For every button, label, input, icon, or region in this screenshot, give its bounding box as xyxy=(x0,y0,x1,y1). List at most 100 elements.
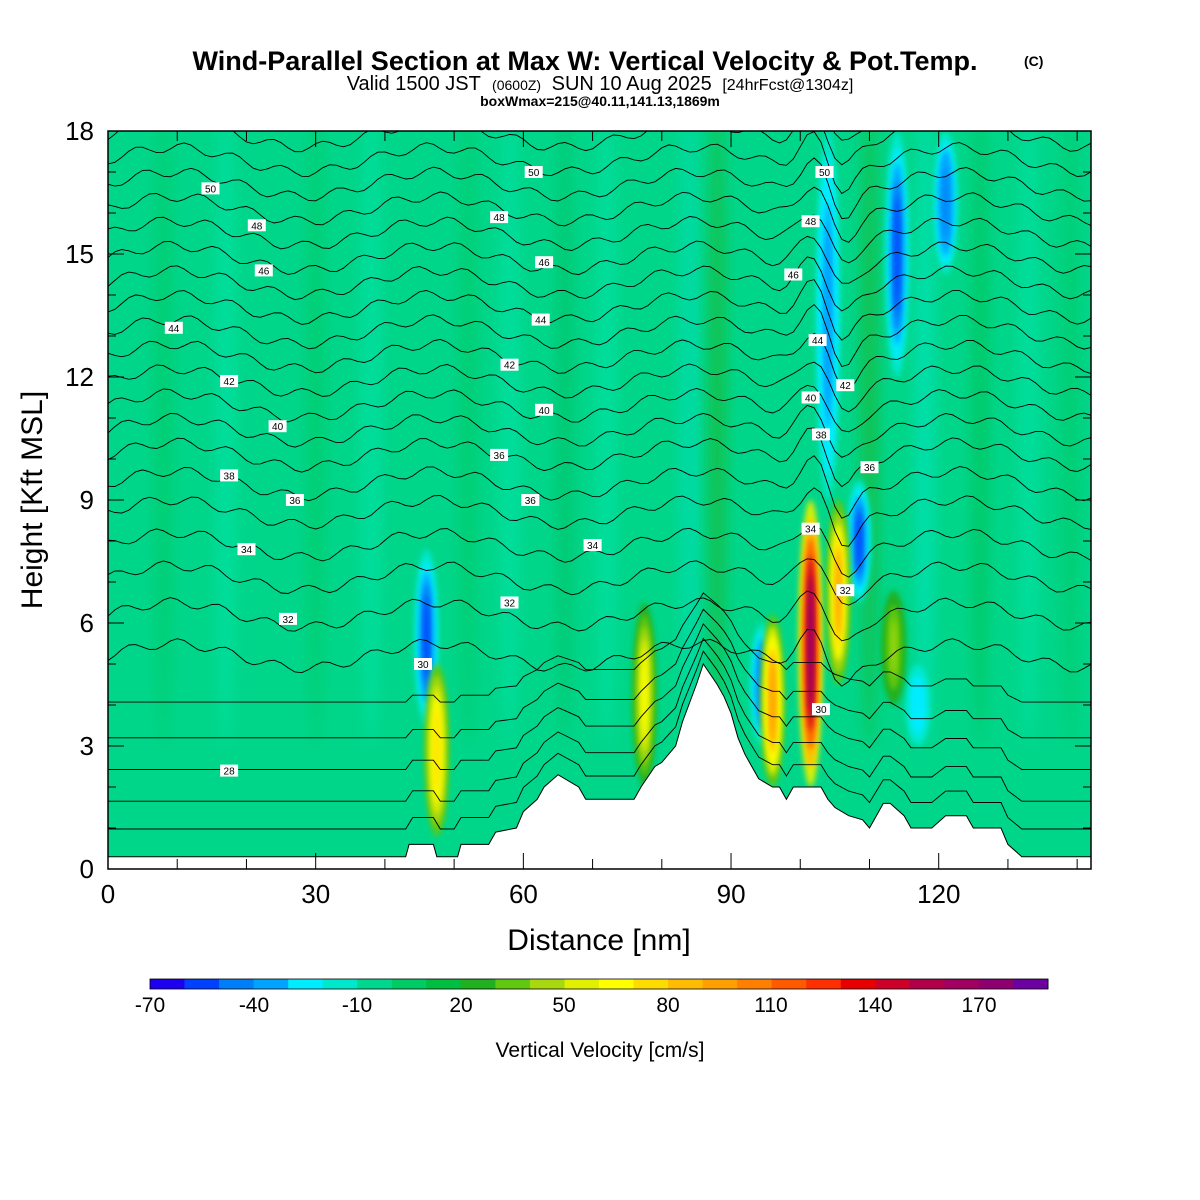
zulu-time: (0600Z) xyxy=(492,77,541,93)
isentrope-label: 42 xyxy=(220,375,239,388)
isentrope-label: 28 xyxy=(220,764,239,778)
isentrope-label-box xyxy=(531,313,550,326)
background-streak xyxy=(458,131,477,748)
colorbar-swatch xyxy=(529,979,565,989)
isentrope-label-text: 28 xyxy=(224,767,236,778)
isentrope-label: 46 xyxy=(535,256,554,269)
colorbar-tick-label: 110 xyxy=(754,994,787,1017)
forecast-info: [24hrFcst@1304z] xyxy=(722,77,853,94)
isentrope-label-box xyxy=(220,764,239,777)
isentrope-line xyxy=(108,256,1091,312)
y-tick-labels: 0 3 6 9 12 15 18 xyxy=(65,116,94,884)
colorbar-swatch xyxy=(288,979,324,989)
isentrope-label-box xyxy=(164,321,183,334)
colorbar-swatch xyxy=(944,979,980,989)
isentrope-line xyxy=(108,623,1091,770)
isentrope-line xyxy=(108,455,1091,519)
isentrope-label: 30 xyxy=(812,703,830,716)
isentrope-line xyxy=(108,427,1091,488)
isentropes xyxy=(108,131,1091,830)
copyright-mark: (C) xyxy=(1024,53,1043,69)
colorbar-tick-label: -70 xyxy=(135,994,165,1017)
isentrope-line xyxy=(108,558,1091,606)
downdraft-core xyxy=(894,194,900,314)
isentrope-line xyxy=(108,131,1091,166)
colorbar-tick-label: 50 xyxy=(552,994,575,1017)
colorbar-swatch xyxy=(771,979,807,989)
colorbar-swatch xyxy=(1013,979,1049,989)
isentrope-label-text: 36 xyxy=(289,496,301,507)
isentrope-label-box xyxy=(268,420,287,433)
colorbar-swatch xyxy=(391,979,427,989)
background-streak xyxy=(597,131,616,748)
colorbar-tick-label: -10 xyxy=(342,994,372,1017)
isentrope-label-text: 46 xyxy=(539,258,551,269)
isentrope-label-box xyxy=(815,166,834,178)
isentrope-label-text: 30 xyxy=(417,660,429,671)
isentrope-label-text: 48 xyxy=(251,221,263,232)
isentrope-label: 36 xyxy=(285,494,304,507)
colorbar-tick-label: 140 xyxy=(857,994,892,1017)
isentrope-label-text: 34 xyxy=(587,541,599,552)
colorbar-swatch xyxy=(633,979,669,989)
isentrope-label: 38 xyxy=(812,428,830,441)
y-tick-label: 9 xyxy=(80,485,94,515)
isentrope-label-box xyxy=(500,596,519,609)
isentrope-label: 34 xyxy=(583,539,602,552)
background-streak xyxy=(500,131,519,748)
isentrope-label: 36 xyxy=(860,461,879,474)
isentrope-label-text: 36 xyxy=(494,451,506,462)
y-tick-label: 6 xyxy=(80,608,94,638)
colorbar-tick-label: 170 xyxy=(961,994,996,1017)
isentrope-line xyxy=(108,303,1091,368)
isentrope-label-text: 42 xyxy=(840,381,852,392)
isentrope-label: 42 xyxy=(500,358,519,372)
isentrope-label-box xyxy=(490,211,509,224)
isentrope-label: 46 xyxy=(784,268,803,282)
isentrope-label-text: 48 xyxy=(494,213,506,224)
background-streaks xyxy=(154,131,1080,748)
y-tick-label: 15 xyxy=(65,239,94,269)
background-streak xyxy=(971,131,990,748)
isentrope-label-text: 34 xyxy=(805,525,817,536)
background-streak xyxy=(1019,131,1038,748)
y-tick-label: 18 xyxy=(65,116,94,146)
isentrope-line xyxy=(108,608,1091,739)
colorbar-swatch xyxy=(737,979,773,989)
isentrope-label-text: 46 xyxy=(788,271,800,282)
colorbar-swatch xyxy=(599,979,634,989)
colorbar-swatch xyxy=(253,979,289,989)
isentrope-label-box xyxy=(254,264,273,277)
isentrope-label: 44 xyxy=(531,313,550,327)
isentrope-label-text: 50 xyxy=(528,168,540,179)
isentrope-label-box xyxy=(836,584,855,597)
valid-time: Valid 1500 JST xyxy=(347,73,481,95)
colorbar-swatch xyxy=(702,979,738,989)
isentrope-label-text: 50 xyxy=(205,184,217,195)
isentrope-label-text: 36 xyxy=(864,463,876,474)
updraft-core xyxy=(808,574,814,713)
isentrope-line xyxy=(108,524,1091,578)
x-tick-label: 0 xyxy=(101,879,115,909)
isentrope-label-text: 46 xyxy=(258,266,270,277)
isentrope-line xyxy=(108,131,1091,195)
colorbar-swatch xyxy=(495,979,531,989)
colorbar-label: Vertical Velocity [cm/s] xyxy=(496,1039,705,1062)
isentrope-line xyxy=(108,361,1091,413)
isentrope-label: 46 xyxy=(254,264,273,277)
isentrope-label: 32 xyxy=(836,584,855,597)
isentrope-label-box xyxy=(808,334,827,347)
isentrope-line xyxy=(108,332,1091,391)
colorbar-swatch xyxy=(978,979,1014,989)
box-info: boxWmax=215@40.11,141.13,1869m xyxy=(480,93,720,109)
isentrope-label-box xyxy=(801,215,820,228)
isentrope-label-box xyxy=(279,612,297,625)
colorbar-swatch xyxy=(840,979,876,989)
isentrope-label-box xyxy=(583,539,602,552)
isentrope-label-box xyxy=(285,494,304,506)
isentrope-label: 48 xyxy=(801,215,820,228)
isentrope-line xyxy=(108,214,1091,264)
isentrope-label: 42 xyxy=(836,379,855,392)
colorbar-tick-label: -40 xyxy=(239,994,269,1017)
colorbar-swatch xyxy=(322,979,358,989)
